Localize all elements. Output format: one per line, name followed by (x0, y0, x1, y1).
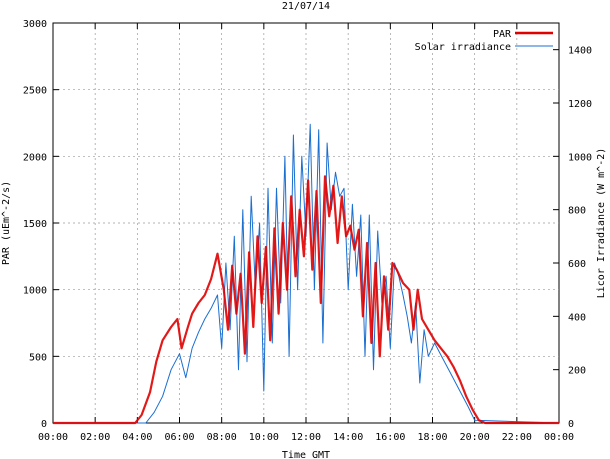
x-tick-label: 04:00 (122, 432, 152, 443)
x-axis-label: Time GMT (282, 450, 330, 459)
x-tick-label: 12:00 (291, 432, 321, 443)
y2-tick-label: 1000 (568, 152, 592, 163)
y-tick-label: 1500 (23, 219, 47, 230)
x-tick-label: 00:00 (38, 432, 68, 443)
y2-tick-label: 1200 (568, 99, 592, 110)
x-tick-label: 14:00 (333, 432, 363, 443)
y-axis-label-left: PAR (uEm^-2/s) (1, 181, 12, 265)
y-tick-label: 0 (41, 419, 47, 430)
y2-tick-label: 400 (568, 312, 586, 323)
legend-label-solar-irradiance: Solar irradiance (415, 42, 511, 53)
x-tick-label: 20:00 (460, 432, 490, 443)
x-tick-label: 06:00 (164, 432, 194, 443)
y2-tick-label: 200 (568, 366, 586, 377)
y-axis-left: 0 500 1000 1500 2000 2500 3000 (23, 19, 59, 430)
y-axis-label-right: Licor Irradiance (W m^-2) (596, 148, 607, 299)
x-axis: 00:00 02:00 04:00 06:00 08:00 10:00 12:00 14:00… (38, 23, 574, 443)
series-line-solar-irradiance (53, 123, 560, 424)
y-tick-label: 3000 (23, 19, 47, 30)
legend-label-par: PAR (493, 29, 512, 40)
y2-tick-label: 800 (568, 206, 586, 217)
legend: PAR Solar irradiance (415, 29, 553, 53)
y-tick-label: 1000 (23, 286, 47, 297)
y-tick-label: 2500 (23, 86, 47, 97)
x-tick-label: 08:00 (207, 432, 237, 443)
x-tick-label: 22:00 (502, 432, 532, 443)
y-tick-label: 2000 (23, 152, 47, 163)
y-tick-label: 500 (29, 352, 47, 363)
y2-tick-label: 600 (568, 259, 586, 270)
x-tick-label: 10:00 (249, 432, 279, 443)
y-axis-right: 0 200 400 600 800 1000 1200 1400 (553, 46, 592, 430)
x-tick-label: 00:00 (544, 432, 574, 443)
x-tick-label: 02:00 (80, 432, 110, 443)
chart-title: 21/07/14 (282, 1, 330, 12)
x-tick-label: 16:00 (375, 432, 405, 443)
series-line-par (53, 175, 559, 425)
y2-tick-label: 0 (568, 419, 574, 430)
y2-tick-label: 1400 (568, 46, 592, 57)
series-layer (53, 123, 560, 425)
x-tick-label: 18:00 (417, 432, 447, 443)
